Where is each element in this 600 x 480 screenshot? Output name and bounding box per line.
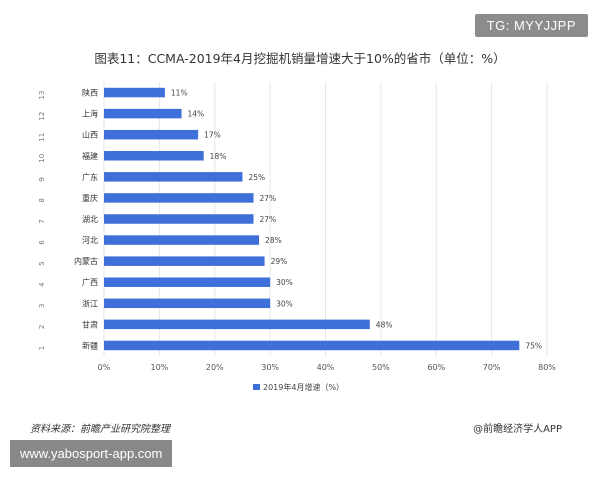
rank-label: 11 xyxy=(38,133,46,142)
category-label: 福建 xyxy=(82,151,98,161)
x-tick-label: 40% xyxy=(317,363,335,372)
credit-note: @前瞻经济学人APP xyxy=(473,424,562,435)
bar-广西 xyxy=(104,277,271,287)
bar-福建 xyxy=(104,151,204,161)
telegram-badge: TG: MYYJJPP xyxy=(474,14,588,37)
data-label: 18% xyxy=(210,152,227,161)
data-label: 30% xyxy=(276,299,293,308)
data-label: 11% xyxy=(171,89,188,98)
x-tick-label: 0% xyxy=(98,363,111,372)
data-label: 14% xyxy=(188,110,205,119)
data-label: 48% xyxy=(376,320,393,329)
data-label: 27% xyxy=(260,194,277,203)
rank-label: 7 xyxy=(38,219,46,223)
category-label: 广西 xyxy=(82,277,98,287)
rank-label: 8 xyxy=(38,198,46,202)
x-tick-label: 20% xyxy=(206,363,224,372)
bar-内蒙古 xyxy=(104,256,265,266)
rank-label: 12 xyxy=(38,112,46,121)
bar-山西 xyxy=(104,129,199,140)
category-label: 甘肃 xyxy=(82,319,98,329)
category-label: 广东 xyxy=(82,172,98,182)
category-label: 河北 xyxy=(82,235,98,245)
category-label: 内蒙古 xyxy=(74,256,98,266)
watermark-url: www.yabosport-app.com xyxy=(10,440,173,467)
x-tick-label: 60% xyxy=(427,363,445,372)
bar-河北 xyxy=(104,235,260,245)
rank-label: 3 xyxy=(38,304,46,308)
legend-swatch xyxy=(253,384,260,390)
data-label: 25% xyxy=(248,173,265,182)
x-tick-label: 70% xyxy=(483,363,501,372)
bar-浙江 xyxy=(104,298,271,309)
bar-湖北 xyxy=(104,214,254,224)
data-label: 28% xyxy=(265,236,282,245)
rank-label: 2 xyxy=(38,325,46,329)
bar-新疆 xyxy=(104,340,520,351)
rank-label: 1 xyxy=(38,346,46,350)
data-label: 75% xyxy=(525,341,542,350)
bar-chart: 0% 10% 20% 30% 40% 50% 60% 70% 80% 新疆 75% 1 甘肃 48% 2 浙江… xyxy=(38,82,556,392)
x-tick-label: 50% xyxy=(372,363,390,372)
rank-label: 6 xyxy=(38,240,46,245)
x-tick-label: 80% xyxy=(538,363,556,372)
chart-title: 图表11：CCMA-2019年4月挖掘机销量增速大于10%的省市（单位：%） xyxy=(94,51,506,66)
category-label: 新疆 xyxy=(82,340,98,350)
x-tick-label: 30% xyxy=(261,363,279,372)
category-label: 陕西 xyxy=(82,88,98,98)
category-label: 重庆 xyxy=(82,193,98,203)
rank-label: 4 xyxy=(38,282,46,287)
bar-广东 xyxy=(104,172,243,182)
category-label: 山西 xyxy=(82,130,98,140)
bar-陕西 xyxy=(104,87,165,98)
data-label: 30% xyxy=(276,278,293,287)
rank-label: 10 xyxy=(38,154,46,163)
source-note: 资料来源：前瞻产业研究院整理 xyxy=(30,424,170,435)
category-label: 湖北 xyxy=(82,215,98,224)
bar-重庆 xyxy=(104,193,254,203)
category-label: 上海 xyxy=(82,109,98,119)
rank-label: 13 xyxy=(38,91,46,100)
x-tick-label: 10% xyxy=(150,363,168,372)
bar-上海 xyxy=(104,108,182,119)
data-label: 27% xyxy=(260,215,277,224)
category-label: 浙江 xyxy=(82,298,98,308)
legend-label: 2019年4月增速（%） xyxy=(263,382,344,392)
data-label: 29% xyxy=(271,257,288,266)
bar-甘肃 xyxy=(104,319,370,330)
rank-label: 5 xyxy=(38,261,46,265)
rank-label: 9 xyxy=(38,177,46,181)
data-label: 17% xyxy=(204,131,221,140)
